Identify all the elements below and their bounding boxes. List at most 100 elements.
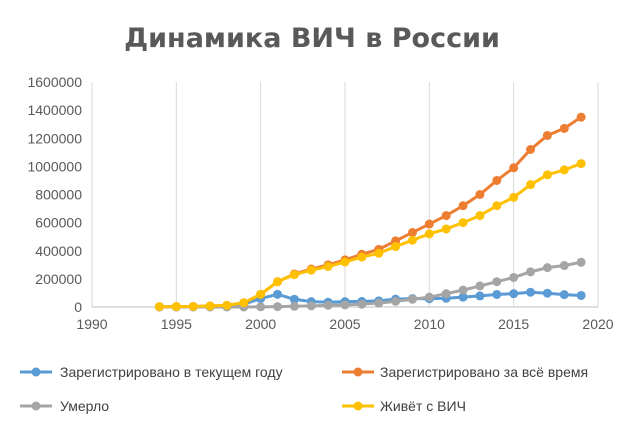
data-point (559, 261, 569, 271)
data-point (559, 165, 569, 175)
data-point (188, 301, 198, 311)
data-point (289, 301, 299, 311)
y-tick-label: 800000 (35, 187, 82, 203)
data-point (407, 235, 417, 245)
data-point (458, 218, 468, 228)
legend-marker-dot (353, 367, 363, 377)
data-point (492, 175, 502, 185)
y-tick-label: 600000 (35, 215, 82, 231)
data-point (273, 302, 283, 312)
legend-item-died: Умерло (20, 398, 109, 414)
x-tick-label: 2015 (498, 316, 529, 332)
y-tick-label: 1000000 (27, 158, 82, 174)
data-point (171, 302, 181, 312)
x-tick-label: 2020 (582, 316, 613, 332)
data-point (542, 288, 552, 298)
data-point (492, 201, 502, 211)
data-point (576, 290, 586, 300)
data-point (475, 190, 485, 199)
data-point (374, 248, 384, 258)
data-point (475, 211, 485, 221)
data-point (458, 285, 468, 295)
data-point (154, 302, 164, 312)
data-point (542, 170, 552, 180)
data-point (407, 294, 417, 304)
legend-label: Зарегистрировано за всё время (380, 364, 588, 380)
data-point (306, 301, 316, 311)
data-point (340, 257, 350, 267)
legend-marker-dot (31, 401, 41, 411)
data-point (357, 252, 367, 262)
data-point (526, 180, 536, 190)
series-1 (154, 112, 586, 312)
x-tick-label: 2000 (245, 316, 276, 332)
y-axis-ticks: 0 200000 400000 600000 800000 1000000 1200000 1… (27, 74, 82, 315)
data-point (391, 242, 401, 252)
legend-label: Умерло (60, 398, 109, 414)
data-point (559, 290, 569, 300)
legend-marker-dot (31, 367, 41, 377)
data-point (509, 289, 519, 299)
y-tick-label: 1400000 (27, 102, 82, 118)
data-point (289, 294, 299, 304)
data-point (289, 270, 299, 280)
data-point (239, 298, 249, 308)
series-lines (154, 112, 586, 312)
data-point (441, 224, 451, 234)
series-line (159, 162, 582, 309)
data-point (441, 211, 451, 221)
data-point (526, 267, 536, 277)
y-tick-label: 1200000 (27, 130, 82, 146)
legend-label: Живёт с ВИЧ (380, 398, 466, 414)
data-point (542, 263, 552, 273)
data-point (526, 145, 536, 154)
data-point (323, 300, 333, 310)
y-tick-label: 1600000 (27, 74, 82, 90)
data-point (509, 192, 519, 202)
data-point (458, 292, 468, 302)
series-3 (154, 159, 586, 312)
x-axis-ticks: 1990 1995 2000 2005 2010 2015 2020 (76, 316, 613, 332)
data-point (256, 289, 266, 299)
data-point (492, 289, 502, 299)
data-point (407, 227, 417, 237)
data-point (273, 277, 283, 287)
data-point (475, 281, 485, 291)
data-point (306, 265, 316, 275)
data-point (205, 301, 215, 311)
data-point (576, 112, 586, 122)
x-tick-label: 2005 (329, 316, 360, 332)
data-point (526, 287, 536, 297)
legend: Зарегистрировано в текущем году Зарегист… (20, 364, 588, 414)
legend-item-living-with-hiv: Живёт с ВИЧ (342, 398, 466, 414)
data-point (391, 296, 401, 306)
data-point (441, 289, 451, 299)
data-point (475, 291, 485, 301)
series-2 (154, 257, 586, 312)
data-point (458, 201, 468, 211)
data-point (273, 289, 283, 299)
data-point (357, 299, 367, 309)
data-point (222, 300, 232, 310)
legend-label: Зарегистрировано в текущем году (60, 364, 283, 380)
data-point (424, 292, 434, 302)
chart-title: Динамика ВИЧ в России (124, 23, 500, 54)
data-point (492, 277, 502, 287)
y-tick-label: 400000 (35, 243, 82, 259)
data-point (509, 272, 519, 282)
data-point (323, 262, 333, 271)
data-point (424, 229, 434, 239)
data-point (374, 298, 384, 308)
data-point (576, 257, 586, 267)
data-point (559, 123, 569, 133)
x-tick-label: 2010 (414, 316, 445, 332)
x-tick-label: 1995 (161, 316, 192, 332)
data-point (576, 159, 586, 169)
legend-item-registered-yearly: Зарегистрировано в текущем году (20, 364, 283, 380)
data-point (424, 219, 434, 229)
x-tick-label: 1990 (76, 316, 107, 332)
data-point (340, 300, 350, 310)
y-tick-label: 0 (74, 299, 82, 315)
y-tick-label: 200000 (35, 271, 82, 287)
